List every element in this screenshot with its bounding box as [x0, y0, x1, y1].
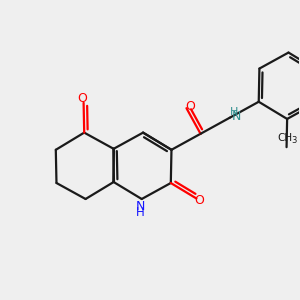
Text: N: N	[135, 200, 145, 213]
Text: N: N	[232, 110, 242, 123]
Text: 3: 3	[292, 136, 297, 145]
Text: H: H	[230, 107, 238, 117]
Text: O: O	[185, 100, 195, 113]
Text: CH: CH	[278, 134, 292, 143]
Text: O: O	[194, 194, 204, 206]
Text: O: O	[77, 92, 87, 105]
Text: H: H	[136, 206, 145, 219]
